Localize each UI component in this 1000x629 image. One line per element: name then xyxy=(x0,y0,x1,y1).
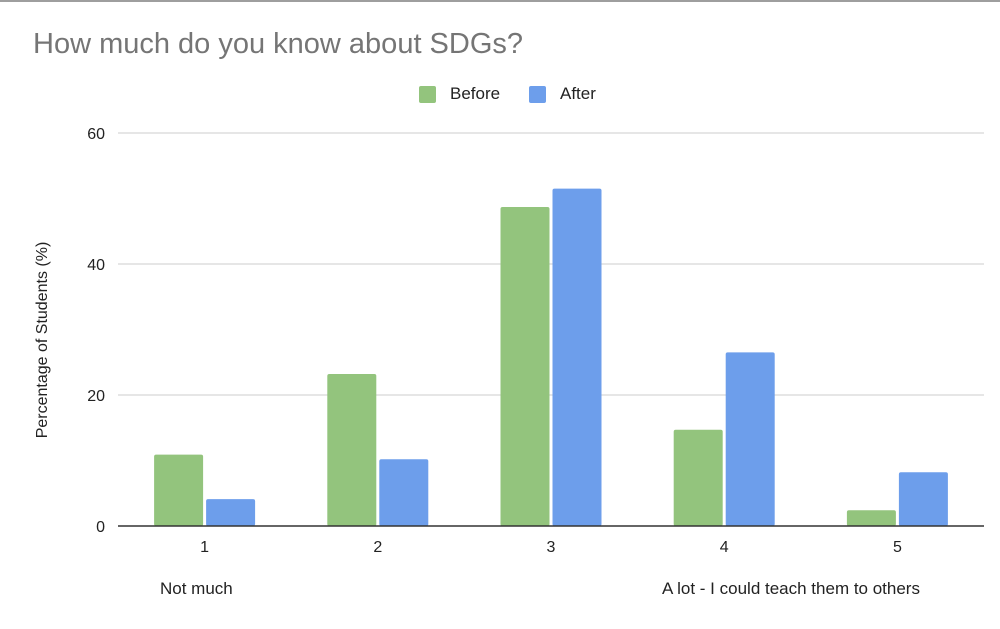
y-tick-label: 0 xyxy=(96,519,105,536)
y-tick-label: 40 xyxy=(87,257,105,274)
bar-before-4 xyxy=(673,429,723,526)
y-tick-label: 60 xyxy=(87,126,105,143)
x-tick-label: 4 xyxy=(720,539,729,556)
legend-swatch-before xyxy=(419,85,436,103)
bar-after-4 xyxy=(725,352,775,526)
legend: Before After xyxy=(0,82,1000,106)
legend-swatch-after xyxy=(529,85,546,103)
bar-after-1 xyxy=(206,499,256,526)
y-tick-label: 20 xyxy=(87,388,105,405)
legend-label-after: After xyxy=(560,84,596,103)
legend-item-before[interactable]: Before xyxy=(419,82,500,106)
bar-before-1 xyxy=(154,454,204,526)
legend-label-before: Before xyxy=(450,84,501,103)
bar-before-3 xyxy=(500,207,550,526)
top-border xyxy=(0,0,1000,2)
bar-after-3 xyxy=(552,188,602,527)
bar-before-5 xyxy=(846,510,896,526)
bar-after-2 xyxy=(379,459,429,526)
x-tick-label: 1 xyxy=(200,539,209,556)
bar-before-2 xyxy=(327,374,377,526)
scale-note-low: Not much xyxy=(160,579,233,598)
legend-item-after[interactable]: After xyxy=(529,82,596,106)
x-tick-label: 5 xyxy=(893,539,902,556)
bar-after-5 xyxy=(898,472,948,526)
x-tick-label: 3 xyxy=(547,539,556,556)
chart-title: How much do you know about SDGs? xyxy=(33,28,524,60)
x-tick-label: 2 xyxy=(373,539,382,556)
scale-note-high: A lot - I could teach them to others xyxy=(662,579,920,598)
